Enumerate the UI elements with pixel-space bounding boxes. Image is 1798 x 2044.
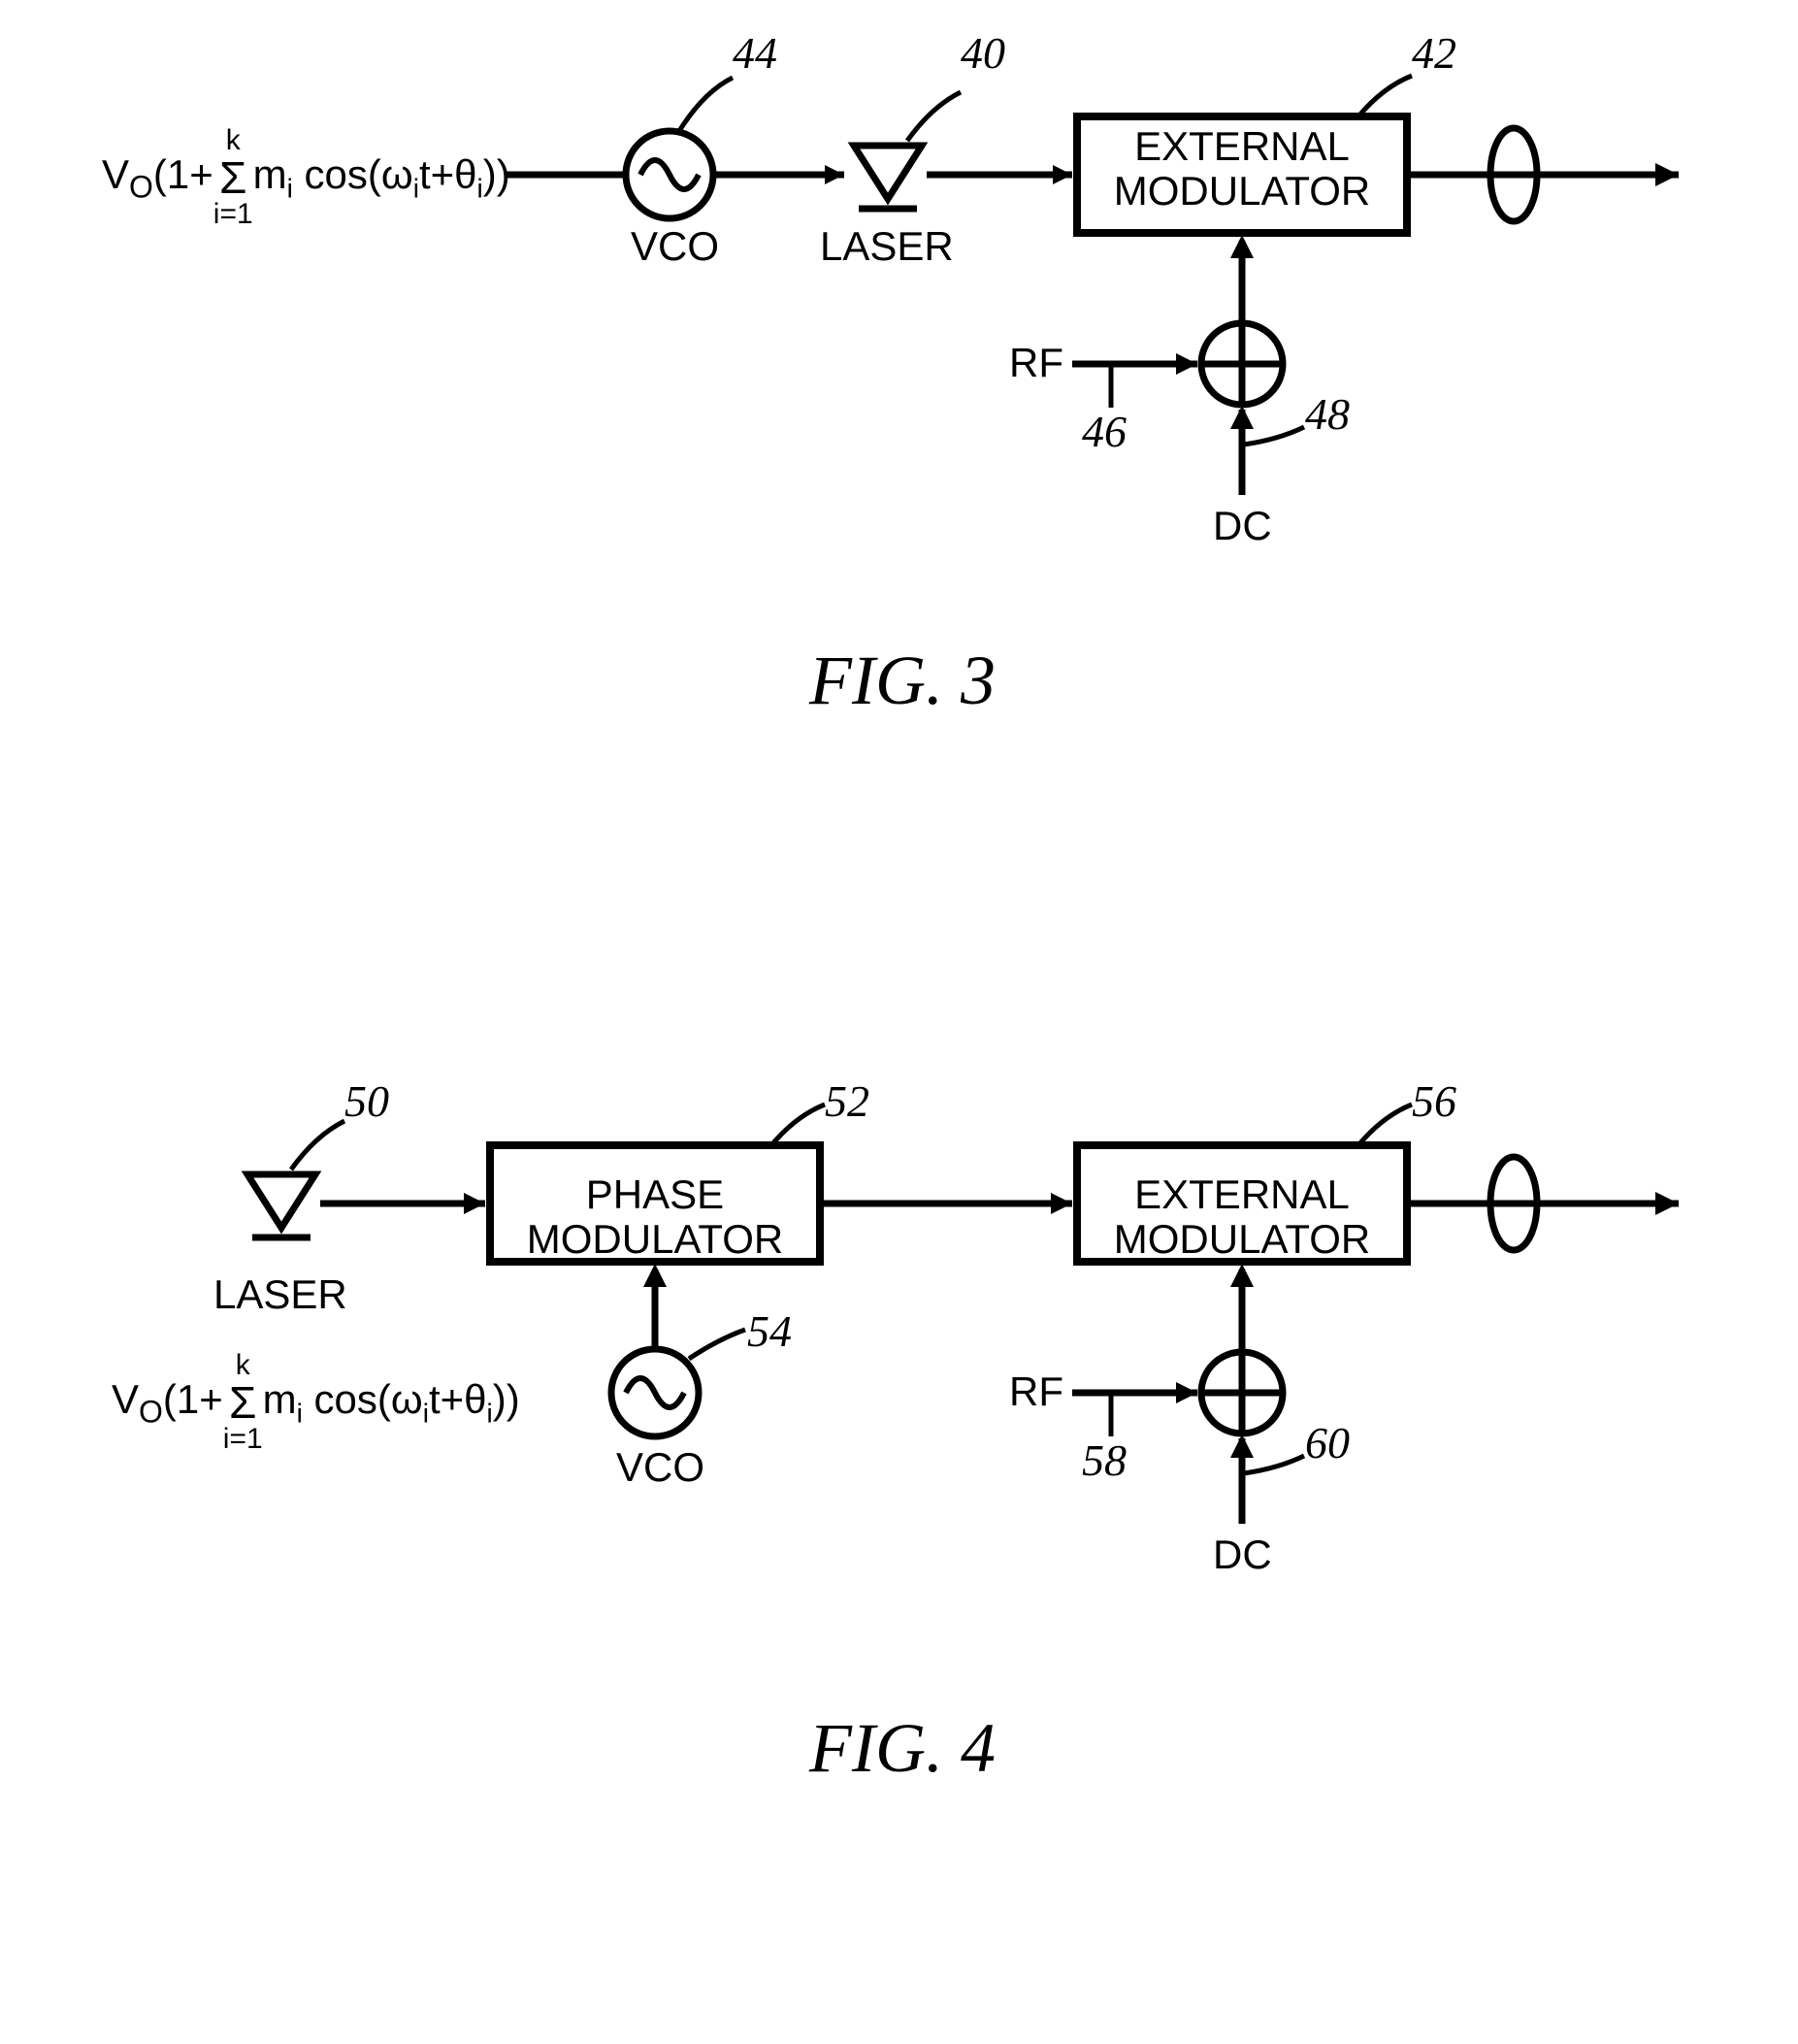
f4-theta: t+θ [429, 1376, 487, 1422]
fig4-laser-label: LASER [213, 1271, 347, 1318]
fig4-extmod-text: EXTERNAL MODULATOR [1087, 1172, 1397, 1262]
fig3-svg [0, 19, 1798, 699]
f4-cos: cos(ω [303, 1376, 423, 1422]
formula-theta: t+θ [419, 151, 477, 197]
f4-open: (1+ [163, 1376, 223, 1422]
fig3-extmod-text: EXTERNAL MODULATOR [1087, 124, 1397, 214]
f4-sigma-top: k [223, 1351, 263, 1380]
sigma-top: k [213, 126, 253, 155]
extmod-line1: EXTERNAL [1134, 123, 1350, 169]
fig4-phasemod-text: PHASE MODULATOR [500, 1172, 810, 1262]
fig4-extmod-ref: 56 [1412, 1075, 1456, 1127]
fig4-rf-ref: 58 [1082, 1434, 1127, 1486]
fig3-extmod-ref: 42 [1412, 27, 1456, 79]
formula-V: V [102, 151, 129, 197]
laser-symbol-fig3 [854, 146, 922, 209]
f4-close: )) [493, 1376, 520, 1422]
fig3-rf-ref: 46 [1082, 406, 1127, 457]
formula-close: )) [483, 151, 510, 197]
f4-sigma-bot: i=1 [223, 1425, 263, 1454]
extmod4-line2: MODULATOR [1114, 1216, 1370, 1262]
formula-open: (1+ [153, 151, 213, 197]
f4-V: V [112, 1376, 139, 1422]
fig4-laser-ref: 50 [344, 1075, 389, 1127]
fig3-formula: VO(1+ k Σ i=1 mi cos(ωit+θi)) [102, 126, 510, 229]
fig3-vco-label: VCO [631, 223, 719, 270]
fig4-caption: FIG. 4 [737, 1708, 1067, 1789]
phasemod-line2: MODULATOR [527, 1216, 783, 1262]
formula-cos: cos(ω [293, 151, 413, 197]
fig4-rf-label: RF [1009, 1368, 1063, 1415]
page: VO(1+ k Σ i=1 mi cos(ωit+θi)) VCO 44 LAS… [0, 0, 1798, 2044]
fig3-rf-label: RF [1009, 340, 1063, 386]
extmod4-line1: EXTERNAL [1134, 1171, 1350, 1217]
fig3-laser-label: LASER [820, 223, 954, 270]
fig4-vco-label: VCO [616, 1444, 704, 1491]
phasemod-line1: PHASE [586, 1171, 724, 1217]
summing-node-fig3 [1201, 323, 1283, 405]
f4-O: O [139, 1394, 163, 1429]
fig4-dc-label: DC [1213, 1532, 1272, 1578]
fig3-laser-ref: 40 [961, 27, 1005, 79]
fig3-dc-label: DC [1213, 503, 1272, 549]
fig3-dc-ref: 48 [1305, 388, 1350, 440]
sigma-bottom: i=1 [213, 200, 253, 229]
laser-symbol-fig4 [247, 1174, 315, 1237]
fig4-formula: VO(1+ k Σ i=1 mi cos(ωit+θi)) [112, 1351, 520, 1454]
fig3-vco-ref: 44 [733, 27, 777, 79]
fig4-phasemod-ref: 52 [825, 1075, 869, 1127]
fig4-dc-ref: 60 [1305, 1417, 1350, 1468]
formula-m: m [253, 151, 287, 197]
f4-m: m [263, 1376, 297, 1422]
extmod-line2: MODULATOR [1114, 168, 1370, 214]
fig3-caption: FIG. 3 [737, 641, 1067, 721]
fig4-vco-ref: 54 [747, 1305, 792, 1357]
formula-O: O [129, 169, 153, 204]
